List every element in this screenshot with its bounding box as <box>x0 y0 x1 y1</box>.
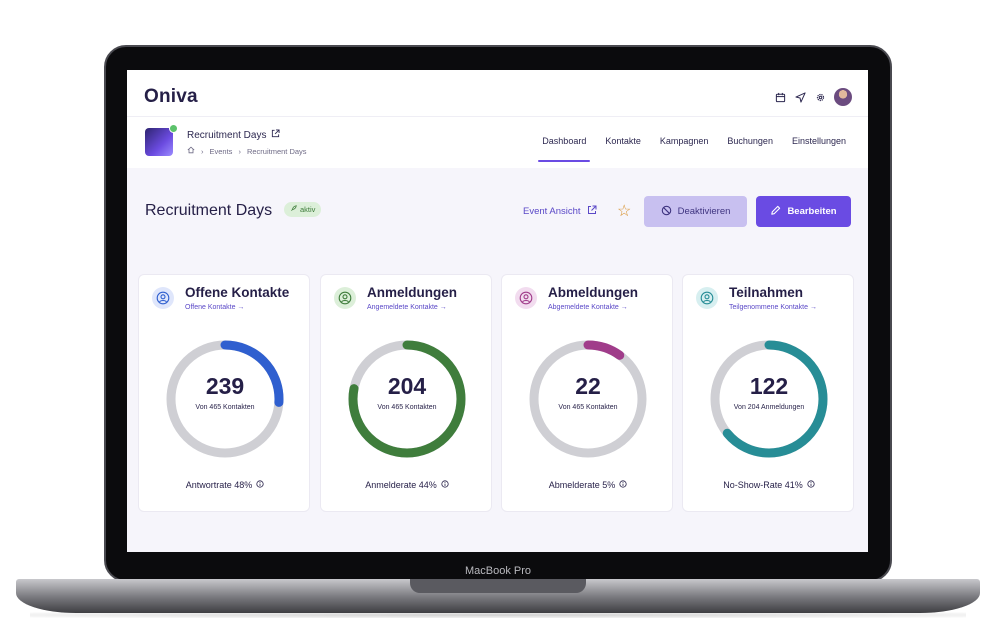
contact-icon <box>152 287 174 309</box>
card-teilnahmen: Teilnahmen Teilgenommene Kontakte → 122 … <box>682 274 854 512</box>
external-link-icon <box>587 205 597 218</box>
card-title: Anmeldungen <box>367 285 457 300</box>
event-thumbnail[interactable] <box>145 128 173 156</box>
progress-ring <box>348 340 466 458</box>
app-screen: Oniva Recruitment Days <box>127 70 868 552</box>
tab-navigation: Dashboard Kontakte Kampagnen Buchungen E… <box>538 136 846 162</box>
device-label: MacBook Pro <box>464 565 532 577</box>
card-link[interactable]: Abgemeldete Kontakte → <box>548 304 628 311</box>
card-value: 22 <box>575 373 601 399</box>
card-value: 204 <box>387 373 427 399</box>
progress-ring <box>710 340 828 458</box>
rate-label: Abmelderate 5% <box>548 480 616 490</box>
card-title: Offene Kontakte <box>185 285 290 300</box>
card-link[interactable]: Angemeldete Kontakte → <box>367 304 447 311</box>
ban-icon <box>661 205 672 219</box>
event-view-label: Event Ansicht <box>523 206 581 217</box>
edit-button[interactable]: Bearbeiten <box>756 196 851 227</box>
event-view-link[interactable]: Event Ansicht <box>523 205 597 218</box>
chevron-right-icon: › <box>201 146 204 156</box>
pencil-icon <box>770 205 781 219</box>
breadcrumb-current: Recruitment Days <box>246 146 307 156</box>
info-icon[interactable] <box>441 480 449 490</box>
card-link[interactable]: Teilgenommene Kontakte → <box>729 304 817 311</box>
card-rate: Antwortrate 48% <box>139 480 311 490</box>
calendar-icon[interactable] <box>774 91 786 103</box>
rate-label: Anmelderate 44% <box>365 480 437 490</box>
laptop-notch <box>410 579 586 593</box>
tab-dashboard[interactable]: Dashboard <box>538 136 591 162</box>
ring-progress <box>166 340 284 458</box>
info-icon[interactable] <box>807 480 815 490</box>
home-icon[interactable] <box>187 146 195 156</box>
card-title: Teilnahmen <box>729 285 804 300</box>
info-icon[interactable] <box>619 480 627 490</box>
user-remove-icon <box>515 287 537 309</box>
laptop-shadow <box>30 612 966 618</box>
send-icon[interactable] <box>794 91 806 103</box>
progress-ring <box>529 340 647 458</box>
progress-ring <box>166 340 284 458</box>
card-value: 122 <box>749 373 789 399</box>
edit-label: Bearbeiten <box>787 206 837 217</box>
info-icon[interactable] <box>256 480 264 490</box>
ring-progress <box>710 340 828 458</box>
card-rate: Anmelderate 44% <box>321 480 493 490</box>
status-badge: aktiv <box>284 202 322 217</box>
online-status-dot <box>169 124 178 133</box>
rate-label: No-Show-Rate 41% <box>723 480 803 490</box>
ring-progress <box>348 340 466 458</box>
card-value: 239 <box>205 373 245 399</box>
card-offene-kontakte: Offene Kontakte Offene Kontakte → 239 Vo… <box>138 274 310 512</box>
header-icons <box>774 88 852 106</box>
user-add-icon <box>334 287 356 309</box>
tab-buchungen[interactable]: Buchungen <box>727 136 773 146</box>
favorite-star-icon[interactable]: ☆ <box>617 203 632 220</box>
card-abmeldungen: Abmeldungen Abgemeldete Kontakte → 22 Vo… <box>501 274 673 512</box>
event-name[interactable]: Recruitment Days <box>187 129 281 141</box>
page-title: Recruitment Days <box>145 202 273 219</box>
external-link-icon[interactable] <box>271 129 281 141</box>
gear-icon[interactable] <box>814 91 826 103</box>
user-check-icon <box>696 287 718 309</box>
deactivate-button[interactable]: Deaktivieren <box>644 196 747 227</box>
card-subtext: Von 465 Kontakten <box>377 404 437 411</box>
tab-kontakte[interactable]: Kontakte <box>605 136 641 146</box>
app-logo[interactable]: Oniva <box>144 86 198 107</box>
card-rate: No-Show-Rate 41% <box>683 480 855 490</box>
header-divider <box>127 116 868 117</box>
ring-progress <box>529 340 647 458</box>
user-avatar[interactable] <box>834 88 852 106</box>
card-subtext: Von 465 Kontakten <box>195 404 255 411</box>
status-badge-label: aktiv <box>300 205 316 214</box>
card-anmeldungen: Anmeldungen Angemeldete Kontakte → 204 V… <box>320 274 492 512</box>
rocket-icon <box>290 205 297 214</box>
card-subtext: Von 465 Kontakten <box>558 404 618 411</box>
chevron-right-icon: › <box>238 146 241 156</box>
card-link[interactable]: Offene Kontakte → <box>185 304 245 311</box>
card-rate: Abmelderate 5% <box>502 480 674 490</box>
card-subtext: Von 204 Anmeldungen <box>733 404 805 411</box>
tab-kampagnen[interactable]: Kampagnen <box>659 136 709 146</box>
breadcrumb: › Events › Recruitment Days <box>187 146 307 156</box>
event-name-label: Recruitment Days <box>187 129 267 141</box>
rate-label: Antwortrate 48% <box>185 480 253 490</box>
top-header: Oniva Recruitment Days <box>127 70 868 168</box>
breadcrumb-events[interactable]: Events <box>209 146 233 156</box>
deactivate-label: Deaktivieren <box>677 206 731 217</box>
tab-einstellungen[interactable]: Einstellungen <box>791 136 846 146</box>
card-title: Abmeldungen <box>548 285 638 300</box>
